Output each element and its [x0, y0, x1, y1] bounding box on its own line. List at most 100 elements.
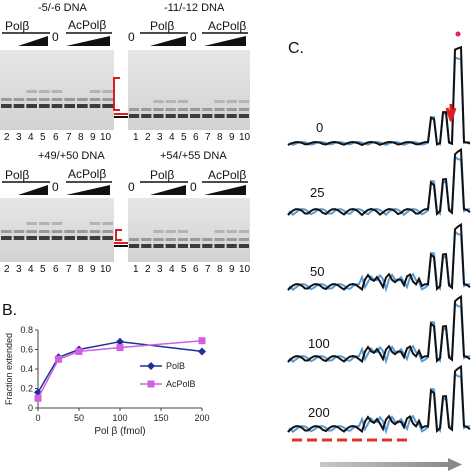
- gel-1-lane: 3: [16, 132, 22, 143]
- gel-headers: [2, 32, 248, 195]
- gel-band: [153, 108, 164, 111]
- data-point-AcPolB: [116, 344, 124, 352]
- gel-2-zero2-label: 0: [190, 30, 197, 44]
- x-tick-label: 150: [153, 413, 168, 423]
- gel-2-lane: 3: [157, 132, 163, 143]
- gel-4-lane: 2: [145, 264, 151, 275]
- x-axis-label: Pol β (fmol): [94, 426, 145, 437]
- gel-2-polb-label: Polβ: [150, 19, 175, 33]
- gel-4-lane: 3: [157, 264, 163, 275]
- gel-1-lane: 4: [28, 132, 34, 143]
- trace-black: [287, 45, 471, 147]
- gel-2-wedge-a: [150, 36, 186, 46]
- gel-band: [39, 90, 50, 93]
- gel-band: [39, 98, 50, 101]
- gray-arrowhead-icon: [448, 458, 462, 471]
- y-tick-label: 0.8: [20, 325, 33, 335]
- gel-band: [13, 230, 25, 233]
- gel-band: [1, 98, 12, 101]
- gel-band: [177, 108, 188, 111]
- gel-3-title: +49/+50 DNA: [38, 150, 105, 162]
- gel-band: [102, 104, 113, 108]
- gel-band: [141, 244, 152, 248]
- gel-4-lane: 4: [169, 264, 175, 275]
- red-arrow-icon: [445, 104, 457, 122]
- gel-1-wedge-b: [66, 36, 110, 46]
- gel-band: [89, 104, 101, 108]
- gel-2-lane: 5: [181, 132, 187, 143]
- gel-band: [165, 100, 176, 103]
- gel-band: [51, 90, 63, 93]
- gel-band: [177, 100, 188, 103]
- gel-2-lane: 6: [193, 132, 199, 143]
- red-brackets: [113, 77, 128, 247]
- gel-3-lane: 3: [16, 264, 22, 275]
- gel-band: [129, 108, 140, 111]
- gel-4-lane: 8: [217, 264, 223, 275]
- legend-label: PolB: [166, 361, 185, 371]
- gel-band: [64, 236, 75, 240]
- gel-4-lane: 7: [205, 264, 211, 275]
- gel-2-lane: 9: [229, 132, 235, 143]
- gel-1-acpolb-label: AcPolβ: [68, 18, 107, 32]
- gel-band: [238, 238, 249, 241]
- gel-3-lane: 9: [90, 264, 96, 275]
- gel-band: [214, 238, 225, 241]
- data-point-PolB: [116, 337, 124, 346]
- y-tick-label: 0.4: [20, 364, 33, 374]
- gel-3-lane: 10: [100, 264, 112, 275]
- gel-band: [26, 104, 37, 108]
- gel-band: [77, 236, 88, 240]
- gel-2-lane: 4: [169, 132, 175, 143]
- gel-band: [39, 236, 50, 240]
- gel-4-lane: 9: [229, 264, 235, 275]
- legend-marker: [147, 380, 155, 388]
- gel-band: [51, 98, 63, 101]
- gel-4-polb-label: Polβ: [150, 168, 175, 182]
- trace-label-200: 200: [308, 405, 330, 420]
- gel-2-wedge-b: [204, 36, 246, 46]
- gel-band: [153, 244, 164, 248]
- gel-2-lane: 10: [239, 132, 251, 143]
- gel-3-lane: 6: [53, 264, 59, 275]
- legend-marker: [147, 362, 155, 370]
- gel-2-bracket: [113, 77, 120, 111]
- trace-black: [287, 364, 471, 434]
- gel-1-zero-label: 0: [52, 30, 59, 44]
- gel-3-wedge-b: [66, 185, 110, 195]
- gel-4-lane: 10: [239, 264, 251, 275]
- gel-band: [177, 114, 188, 118]
- gel-band: [102, 98, 113, 101]
- gel-2-zero-label: 0: [128, 30, 135, 44]
- gel-band: [153, 100, 164, 103]
- gel-band: [177, 244, 188, 248]
- panel-c-traces: [287, 45, 471, 435]
- y-tick-label: 0.2: [20, 384, 33, 394]
- gel-band: [202, 238, 213, 241]
- legend-label: AcPolB: [166, 379, 196, 389]
- gel-3-polb-label: Polβ: [5, 168, 30, 182]
- x-tick-label: 200: [194, 413, 209, 423]
- gel-band: [39, 230, 50, 233]
- x-tick-label: 0: [35, 413, 40, 423]
- peak-star-marker: [455, 31, 461, 37]
- gel-band: [238, 100, 249, 103]
- gel-1-lane: 6: [53, 132, 59, 143]
- gel-band: [177, 238, 188, 241]
- trace-black: [287, 222, 471, 292]
- gel-band: [1, 230, 12, 233]
- gel-band: [51, 222, 63, 225]
- gel-band: [226, 244, 237, 248]
- gel-band: [26, 222, 37, 225]
- gel-3-wedge-a: [18, 185, 48, 195]
- data-point-AcPolB: [55, 355, 62, 363]
- gel-band: [226, 114, 237, 118]
- gel-2-lane: 1: [133, 132, 139, 143]
- gel-band: [89, 90, 101, 93]
- gel-band: [13, 104, 25, 108]
- gel-band: [51, 236, 63, 240]
- gel-3-zero-label: 0: [52, 180, 59, 194]
- gel-band: [226, 230, 237, 233]
- gel-band: [190, 238, 201, 241]
- data-point-AcPolB: [75, 347, 83, 355]
